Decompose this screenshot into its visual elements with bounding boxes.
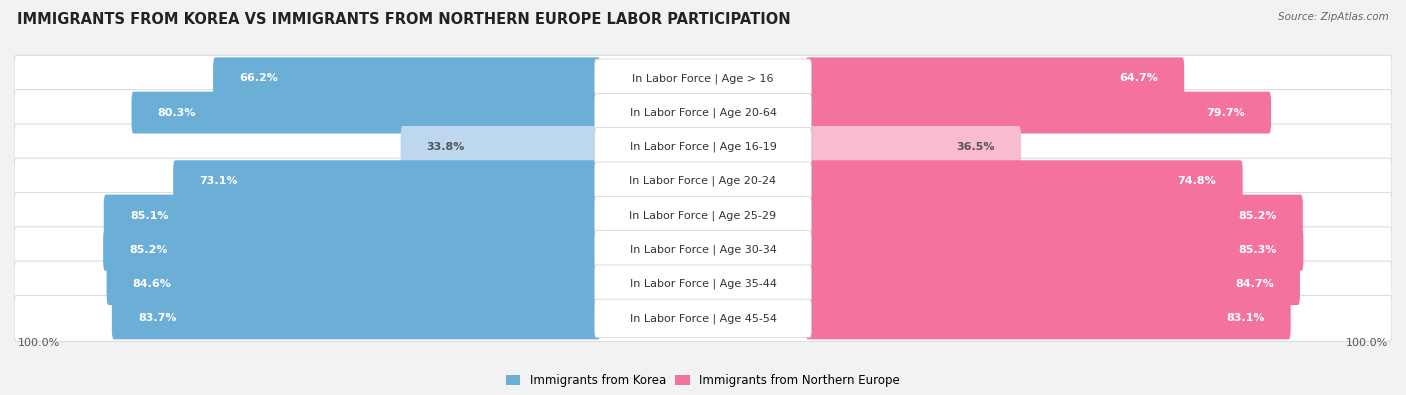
Text: Source: ZipAtlas.com: Source: ZipAtlas.com [1278, 12, 1389, 22]
FancyBboxPatch shape [806, 160, 1243, 202]
Text: In Labor Force | Age 20-24: In Labor Force | Age 20-24 [630, 176, 776, 186]
FancyBboxPatch shape [14, 55, 1392, 101]
Text: In Labor Force | Age 30-34: In Labor Force | Age 30-34 [630, 245, 776, 255]
FancyBboxPatch shape [806, 126, 1021, 168]
Text: 33.8%: 33.8% [427, 142, 465, 152]
FancyBboxPatch shape [14, 295, 1392, 341]
Text: 85.1%: 85.1% [129, 211, 169, 220]
Text: 84.7%: 84.7% [1234, 279, 1274, 289]
FancyBboxPatch shape [14, 261, 1392, 307]
Text: 79.7%: 79.7% [1206, 107, 1244, 118]
Text: 84.6%: 84.6% [132, 279, 172, 289]
FancyBboxPatch shape [806, 57, 1184, 99]
Text: In Labor Force | Age 16-19: In Labor Force | Age 16-19 [630, 142, 776, 152]
FancyBboxPatch shape [806, 195, 1303, 237]
FancyBboxPatch shape [14, 124, 1392, 170]
FancyBboxPatch shape [14, 90, 1392, 135]
FancyBboxPatch shape [112, 297, 600, 339]
FancyBboxPatch shape [806, 297, 1291, 339]
Text: 36.5%: 36.5% [956, 142, 995, 152]
Text: In Labor Force | Age 20-64: In Labor Force | Age 20-64 [630, 107, 776, 118]
FancyBboxPatch shape [595, 196, 811, 235]
FancyBboxPatch shape [14, 227, 1392, 273]
Text: 64.7%: 64.7% [1119, 73, 1159, 83]
FancyBboxPatch shape [173, 160, 600, 202]
FancyBboxPatch shape [595, 265, 811, 303]
Legend: Immigrants from Korea, Immigrants from Northern Europe: Immigrants from Korea, Immigrants from N… [506, 374, 900, 387]
Text: 83.1%: 83.1% [1226, 314, 1264, 324]
FancyBboxPatch shape [595, 128, 811, 166]
Text: 74.8%: 74.8% [1178, 176, 1216, 186]
FancyBboxPatch shape [103, 229, 600, 271]
FancyBboxPatch shape [595, 231, 811, 269]
FancyBboxPatch shape [595, 162, 811, 200]
FancyBboxPatch shape [595, 93, 811, 132]
Text: IMMIGRANTS FROM KOREA VS IMMIGRANTS FROM NORTHERN EUROPE LABOR PARTICIPATION: IMMIGRANTS FROM KOREA VS IMMIGRANTS FROM… [17, 12, 790, 27]
Text: In Labor Force | Age 35-44: In Labor Force | Age 35-44 [630, 279, 776, 290]
Text: In Labor Force | Age 25-29: In Labor Force | Age 25-29 [630, 210, 776, 221]
FancyBboxPatch shape [806, 229, 1303, 271]
Text: In Labor Force | Age 45-54: In Labor Force | Age 45-54 [630, 313, 776, 324]
FancyBboxPatch shape [806, 92, 1271, 134]
Text: 83.7%: 83.7% [138, 314, 177, 324]
Text: 73.1%: 73.1% [200, 176, 238, 186]
Text: In Labor Force | Age > 16: In Labor Force | Age > 16 [633, 73, 773, 83]
Text: 85.2%: 85.2% [129, 245, 167, 255]
FancyBboxPatch shape [214, 57, 600, 99]
Text: 80.3%: 80.3% [157, 107, 195, 118]
Text: 100.0%: 100.0% [17, 338, 59, 348]
FancyBboxPatch shape [132, 92, 600, 134]
FancyBboxPatch shape [595, 59, 811, 98]
FancyBboxPatch shape [104, 195, 600, 237]
FancyBboxPatch shape [401, 126, 600, 168]
FancyBboxPatch shape [595, 299, 811, 338]
Text: 100.0%: 100.0% [1347, 338, 1389, 348]
FancyBboxPatch shape [14, 192, 1392, 239]
Text: 66.2%: 66.2% [239, 73, 278, 83]
FancyBboxPatch shape [14, 158, 1392, 204]
FancyBboxPatch shape [806, 263, 1301, 305]
FancyBboxPatch shape [107, 263, 600, 305]
Text: 85.3%: 85.3% [1239, 245, 1277, 255]
Text: 85.2%: 85.2% [1239, 211, 1277, 220]
